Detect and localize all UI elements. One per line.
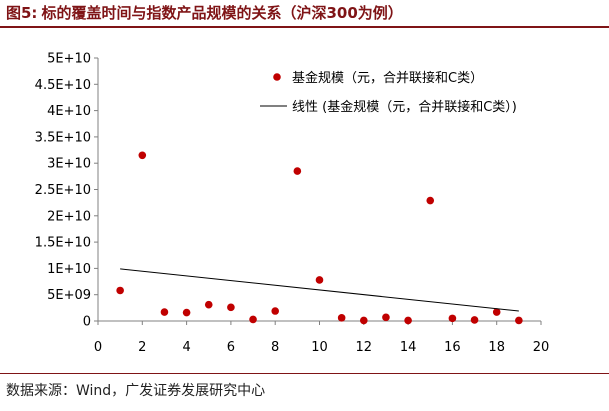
x-tick-label: 18	[488, 340, 505, 355]
x-tick-label: 16	[444, 340, 461, 355]
y-tick-label: 3E+10	[47, 157, 91, 172]
data-point	[182, 308, 191, 317]
data-source-note: 数据来源：Wind，广发证券发展研究中心	[6, 383, 266, 399]
x-tick-label: 10	[311, 340, 328, 355]
data-point	[337, 314, 346, 322]
data-point	[515, 316, 523, 325]
source-divider	[0, 373, 609, 374]
data-point	[116, 286, 124, 295]
x-tick-label: 4	[182, 340, 190, 355]
x-tick-label: 12	[356, 340, 373, 355]
plot-area	[116, 151, 523, 325]
data-point	[160, 308, 169, 316]
legend-marker-points	[273, 73, 281, 81]
x-tick-label: 0	[94, 340, 102, 355]
data-point	[404, 316, 412, 325]
scatter-chart: 0 5E+09 1E+10 1.5E+10 2E+10 2.5E+10 3E+10 3.5E+…	[35, 52, 550, 356]
figure-title-text: 标的覆盖时间与指数产品规模的关系（沪深300为例）	[41, 4, 403, 22]
y-tick-label: 1E+10	[47, 262, 91, 277]
data-point	[382, 313, 390, 322]
data-point	[204, 300, 213, 309]
x-tick-label: 6	[227, 340, 235, 355]
data-point	[448, 314, 457, 323]
trendline	[120, 268, 519, 312]
y-tick-label: 4.5E+10	[35, 78, 91, 93]
title-divider	[0, 26, 609, 28]
data-point	[470, 316, 479, 324]
data-point	[271, 307, 280, 315]
figure-title: 图5: 标的覆盖时间与指数产品规模的关系（沪深300为例）	[0, 2, 609, 24]
data-point	[293, 167, 302, 175]
y-tick-label: 3.5E+10	[35, 130, 91, 145]
y-tick-label: 0	[83, 315, 91, 330]
data-point	[227, 303, 235, 312]
legend: 基金规模（元，合并联接和C类） 线性 (基金规模（元，合并联接和C类）)	[260, 70, 517, 115]
data-point	[426, 196, 435, 205]
x-tick-label: 14	[400, 340, 417, 355]
x-tick-label: 20	[533, 340, 550, 355]
x-tick-label: 8	[271, 340, 279, 355]
data-point	[249, 315, 257, 324]
chart-container: 0 5E+09 1E+10 1.5E+10 2E+10 2.5E+10 3E+10 3.5E+…	[0, 40, 609, 370]
y-tick-label: 4E+10	[47, 104, 91, 119]
y-tick-label: 2.5E+10	[35, 183, 91, 198]
figure-label: 图5:	[6, 4, 38, 22]
data-point	[315, 276, 324, 284]
y-tick-label: 5E+10	[47, 52, 91, 67]
y-tick-label: 1.5E+10	[35, 236, 91, 251]
data-point	[138, 151, 147, 160]
legend-label-points: 基金规模（元，合并联接和C类）	[292, 70, 483, 86]
axes: 0 5E+09 1E+10 1.5E+10 2E+10 2.5E+10 3E+10 3.5E+…	[35, 52, 550, 356]
data-point	[492, 308, 501, 316]
legend-label-trendline: 线性 (基金规模（元，合并联接和C类）)	[292, 99, 517, 115]
y-tick-label: 5E+09	[47, 288, 91, 303]
data-point	[360, 316, 368, 325]
x-tick-label: 2	[138, 340, 146, 355]
y-tick-label: 2E+10	[47, 209, 91, 224]
